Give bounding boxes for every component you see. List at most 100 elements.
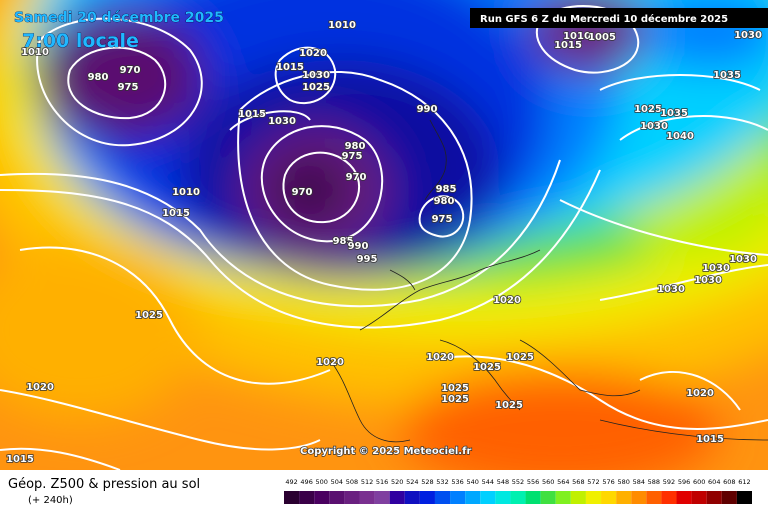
colorbar-swatch bbox=[601, 491, 617, 504]
colorbar-label: 504 bbox=[331, 478, 343, 486]
pressure-label: 1025 bbox=[441, 394, 469, 405]
colorbar-swatch bbox=[540, 491, 556, 504]
colorbar-label: 532 bbox=[436, 478, 448, 486]
colorbar-swatch bbox=[585, 491, 602, 504]
colorbar-swatch bbox=[555, 491, 571, 504]
run-banner bbox=[470, 8, 768, 28]
pressure-label: 1010 bbox=[563, 31, 591, 42]
pressure-label: 1025 bbox=[441, 383, 469, 394]
colorbar-swatch bbox=[404, 491, 420, 504]
pressure-label: 990 bbox=[417, 104, 438, 115]
pressure-label: 975 bbox=[342, 151, 363, 162]
colorbar-label: 596 bbox=[678, 478, 690, 486]
colorbar-label: 576 bbox=[602, 478, 614, 486]
colorbar-label: 564 bbox=[557, 478, 569, 486]
colorbar-label: 592 bbox=[663, 478, 675, 486]
colorbar-swatch bbox=[495, 491, 511, 504]
colorbar-swatch bbox=[419, 491, 435, 504]
colorbar-swatch bbox=[691, 491, 707, 504]
colorbar-label: 552 bbox=[512, 478, 524, 486]
colorbar-label: 612 bbox=[738, 478, 750, 486]
pressure-label: 1015 bbox=[6, 454, 34, 465]
pressure-label: 995 bbox=[357, 254, 378, 265]
pressure-label: 1020 bbox=[493, 295, 521, 306]
colorbar: 492 496 500 504 508 512 516 520 524 528 532 536 540 5… bbox=[284, 478, 752, 504]
colorbar-label: 568 bbox=[572, 478, 584, 486]
pressure-label: 970 bbox=[120, 65, 141, 76]
colorbar-label: 572 bbox=[587, 478, 599, 486]
pressure-label: 1020 bbox=[426, 352, 454, 363]
pressure-label: 980 bbox=[88, 72, 109, 83]
pressure-label: 980 bbox=[434, 196, 455, 207]
pressure-label: 1025 bbox=[506, 352, 534, 363]
colorbar-swatch bbox=[570, 491, 586, 504]
pressure-label: 1030 bbox=[729, 254, 757, 265]
colorbar-label: 608 bbox=[723, 478, 735, 486]
pressure-label: 1020 bbox=[299, 48, 327, 59]
pressure-label: 1015 bbox=[276, 62, 304, 73]
pressure-label: 1025 bbox=[302, 82, 330, 93]
colorbar-label: 604 bbox=[708, 478, 720, 486]
colorbar-label: 512 bbox=[361, 478, 373, 486]
pressure-label: 1030 bbox=[268, 116, 296, 127]
colorbar-swatch bbox=[465, 491, 481, 504]
copyright: Copyright © 2025 Meteociel.fr bbox=[300, 446, 471, 457]
footer-title: Géop. Z500 & pression au sol bbox=[8, 477, 200, 492]
pressure-label: 975 bbox=[118, 82, 139, 93]
colorbar-swatch bbox=[736, 491, 752, 504]
colorbar-label: 508 bbox=[346, 478, 358, 486]
colorbar-swatch bbox=[450, 491, 466, 504]
footer-lead: (+ 240h) bbox=[28, 495, 73, 506]
pressure-label: 1015 bbox=[162, 208, 190, 219]
colorbar-label: 600 bbox=[693, 478, 705, 486]
pressure-label: 1025 bbox=[135, 310, 163, 321]
colorbar-label: 528 bbox=[421, 478, 433, 486]
colorbar-label: 560 bbox=[542, 478, 554, 486]
colorbar-label: 588 bbox=[648, 478, 660, 486]
pressure-label: 1030 bbox=[302, 70, 330, 81]
pressure-label: 1015 bbox=[238, 109, 266, 120]
colorbar-swatch bbox=[631, 491, 647, 504]
colorbar-swatch bbox=[646, 491, 662, 504]
pressure-label: 1035 bbox=[713, 70, 741, 81]
pressure-label: 1030 bbox=[694, 275, 722, 286]
colorbar-label: 544 bbox=[482, 478, 494, 486]
colorbar-label: 548 bbox=[497, 478, 509, 486]
colorbar-label: 520 bbox=[391, 478, 403, 486]
pressure-label: 1030 bbox=[702, 263, 730, 274]
pressure-label: 1010 bbox=[328, 20, 356, 31]
colorbar-label: 524 bbox=[406, 478, 418, 486]
isobars bbox=[0, 5, 768, 470]
pressure-label: 1005 bbox=[588, 32, 616, 43]
colorbar-label: 496 bbox=[300, 478, 312, 486]
colorbar-swatch bbox=[344, 491, 360, 504]
pressure-label: 1040 bbox=[666, 131, 694, 142]
colorbar-swatch bbox=[374, 491, 390, 504]
colorbar-label: 492 bbox=[285, 478, 297, 486]
pressure-label: 1025 bbox=[495, 400, 523, 411]
colorbar-label: 556 bbox=[527, 478, 539, 486]
pressure-label: 985 bbox=[333, 236, 354, 247]
colorbar-swatch bbox=[721, 491, 737, 504]
colorbar-label: 580 bbox=[617, 478, 629, 486]
pressure-label: 1030 bbox=[640, 121, 668, 132]
pressure-label: 1030 bbox=[734, 30, 762, 41]
pressure-label: 1025 bbox=[473, 362, 501, 373]
colorbar-label: 540 bbox=[466, 478, 478, 486]
pressure-label: 990 bbox=[348, 241, 369, 252]
pressure-label: 980 bbox=[345, 141, 366, 152]
colorbar-label: 500 bbox=[316, 478, 328, 486]
pressure-label: 1010 bbox=[21, 47, 49, 58]
colorbar-swatch bbox=[359, 491, 375, 504]
pressure-label: 1030 bbox=[657, 284, 685, 295]
pressure-label: 1035 bbox=[660, 108, 688, 119]
colorbar-swatch bbox=[480, 491, 496, 504]
colorbar-label: 516 bbox=[376, 478, 388, 486]
colorbar-swatch bbox=[299, 491, 315, 504]
run-label: Run GFS 6 Z du Mercredi 10 décembre 2025 bbox=[480, 13, 728, 25]
colorbar-swatch bbox=[616, 491, 632, 504]
pressure-label: 1010 bbox=[172, 187, 200, 198]
